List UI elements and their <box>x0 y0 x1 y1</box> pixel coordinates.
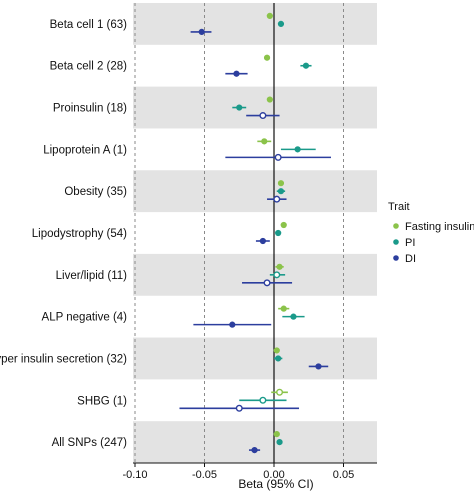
row-band <box>133 3 377 45</box>
reference-lines <box>134 3 344 463</box>
category-label: Hyper insulin secretion (32) <box>0 353 127 365</box>
x-axis: -0.10 -0.05 0.00 0.05 <box>122 462 377 481</box>
point-estimate <box>229 321 236 328</box>
legend-swatch <box>393 223 399 229</box>
category-label: Proinsulin (18) <box>53 103 127 115</box>
point-estimate <box>261 138 268 145</box>
point-estimate <box>198 28 205 36</box>
row-bands <box>133 3 377 463</box>
point-estimate <box>263 54 271 61</box>
row-band <box>133 421 377 463</box>
point-estimate <box>263 279 271 287</box>
point-estimate <box>302 62 310 69</box>
point-estimate <box>273 347 280 354</box>
x-tick-label: -0.05 <box>192 469 217 481</box>
point-estimate <box>280 221 287 229</box>
legend-entries: Fasting insulin PI DI <box>393 221 474 265</box>
point-estimate <box>277 20 285 28</box>
x-tick-label: 0.05 <box>333 469 354 481</box>
point-estimate <box>277 180 285 187</box>
row-band <box>133 86 377 129</box>
x-tick-label: -0.10 <box>122 469 147 481</box>
point-estimate <box>259 237 266 245</box>
legend: Trait Fasting insulin PI DI <box>388 201 474 265</box>
category-label: Obesity (35) <box>64 186 127 198</box>
legend-label: DI <box>405 253 416 265</box>
point-estimate <box>294 146 301 153</box>
point-estimate <box>273 430 280 438</box>
point-estimate <box>236 104 243 111</box>
point-estimate <box>315 363 322 370</box>
point-estimate <box>274 153 282 161</box>
category-labels: Beta cell 1 (63) Beta cell 2 (28) Proinsul… <box>0 19 127 449</box>
row-band <box>133 170 377 213</box>
legend-label: PI <box>405 237 415 249</box>
category-label: Beta cell 2 (28) <box>50 61 128 73</box>
point-estimate <box>276 438 283 446</box>
point-estimate <box>266 96 273 103</box>
point-estimate <box>273 271 281 279</box>
point-estimate <box>277 188 285 195</box>
point-estimate <box>233 70 240 77</box>
legend-label: Fasting insulin <box>405 221 474 233</box>
point-estimate <box>251 446 258 454</box>
legend-swatch <box>393 255 399 261</box>
point-estimate <box>273 195 281 203</box>
row-band <box>133 253 377 296</box>
point-estimate <box>259 396 267 404</box>
category-label: Beta cell 1 (63) <box>50 19 128 31</box>
x-tick-label: 0.00 <box>263 469 284 481</box>
category-label: Lipodystrophy (54) <box>32 228 127 240</box>
point-estimate <box>275 355 282 362</box>
row-band <box>133 337 377 380</box>
point-estimate <box>259 112 267 120</box>
point-estimate <box>276 388 284 396</box>
category-label: All SNPs (247) <box>52 437 128 449</box>
legend-title: Trait <box>388 201 410 213</box>
category-label: ALP negative (4) <box>42 312 128 324</box>
x-axis-title: Beta (95% CI) <box>238 477 313 491</box>
point-estimate <box>266 12 273 20</box>
category-label: Lipoprotein A (1) <box>43 144 127 156</box>
legend-swatch <box>393 239 399 245</box>
point-estimate <box>280 305 287 312</box>
point-estimate <box>235 404 243 412</box>
point-estimate <box>276 263 283 270</box>
category-label: Liver/lipid (11) <box>56 270 128 282</box>
point-estimate <box>290 313 297 320</box>
estimate-rows <box>179 12 331 454</box>
category-label: SHBG (1) <box>77 395 127 407</box>
point-estimate <box>275 229 282 237</box>
